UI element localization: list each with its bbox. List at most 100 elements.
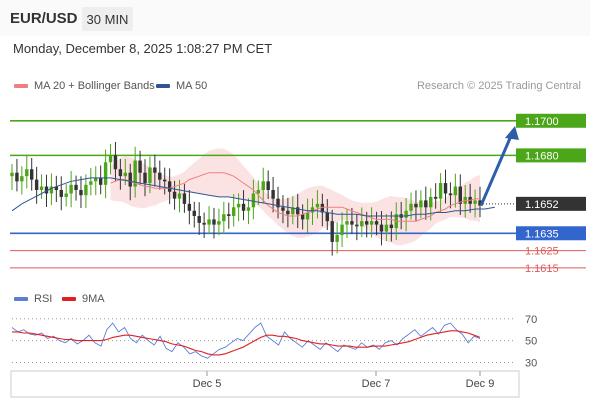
candle-body: [409, 203, 413, 211]
candle-body: [64, 193, 68, 197]
candle-body: [364, 221, 369, 225]
candle-body: [419, 200, 423, 208]
level-box-1.1635: [516, 226, 586, 241]
candle-body: [222, 214, 226, 222]
candle-body: [473, 200, 477, 204]
level-label-1.1680: 1.1680: [525, 150, 559, 162]
candle-body: [163, 179, 167, 182]
candle-body: [44, 186, 49, 194]
legend-ma50: MA 50: [156, 80, 207, 92]
ma50-line: [11, 177, 495, 217]
candle-body: [478, 200, 482, 206]
candle-body: [325, 212, 329, 222]
rsi-ma-line: [12, 330, 481, 356]
candle-body: [453, 186, 458, 196]
level-label-1.1625: 1.1625: [525, 246, 559, 258]
candle-body: [404, 210, 408, 218]
candle-body: [310, 207, 315, 213]
ma50-swatch: [156, 84, 170, 88]
candle-body: [271, 190, 275, 199]
candle-body: [34, 179, 39, 190]
candle-body: [143, 172, 147, 184]
x-axis-frame: [10, 370, 520, 398]
rsi-swatch: [14, 297, 28, 301]
candle-body: [212, 219, 216, 225]
candle-body: [438, 183, 443, 199]
candle-body: [158, 172, 162, 180]
candle-body: [300, 214, 305, 220]
candle-body: [69, 184, 73, 194]
ma50-label: MA 50: [176, 80, 208, 92]
candle-body: [108, 155, 113, 163]
candle-body: [241, 203, 246, 211]
candle-body: [443, 183, 448, 194]
candle-body: [266, 181, 270, 190]
candle-body: [123, 172, 128, 177]
candle-body: [113, 155, 118, 170]
candle-body: [261, 181, 265, 190]
candle-body: [355, 224, 359, 227]
candle-body: [305, 212, 310, 220]
candle-body: [29, 169, 34, 180]
candle-body: [103, 162, 108, 185]
candle-body: [128, 172, 132, 187]
candle-body: [424, 200, 428, 208]
candle-body: [414, 203, 418, 208]
rsi-line: [11, 322, 481, 359]
level-label-1.1652: 1.1652: [525, 199, 559, 211]
candle-body: [49, 186, 54, 194]
candle-body: [79, 190, 83, 196]
timeframe-button[interactable]: 30 MIN: [82, 7, 133, 31]
candle-body: [167, 181, 172, 192]
ma20-label: MA 20 + Bollinger Bands: [34, 80, 155, 92]
candle-body: [458, 186, 463, 204]
candle-body: [276, 198, 280, 208]
candle-body: [192, 210, 196, 216]
candle-body: [236, 203, 241, 208]
candle-body: [340, 224, 344, 235]
candle-body: [153, 167, 157, 173]
candle-body: [98, 177, 103, 185]
candle-body: [133, 160, 137, 187]
candle-body: [389, 224, 394, 229]
candle-body: [94, 177, 98, 182]
rsi-tick-70: 70: [525, 314, 537, 326]
candle-body: [448, 193, 453, 196]
ma20-swatch: [14, 84, 28, 88]
candle-body: [197, 215, 201, 223]
candle-body: [15, 172, 19, 182]
candle-body: [177, 193, 182, 199]
candle-body: [118, 169, 123, 177]
rsi-ma-swatch: [62, 297, 76, 301]
candle-body: [350, 221, 354, 225]
candle-body: [384, 224, 389, 232]
candle-body: [39, 186, 44, 190]
credit-label: Research © 2025 Trading Central: [416, 80, 581, 92]
level-box-1.1700: [516, 113, 586, 128]
candle-body: [360, 221, 364, 227]
candle-body: [10, 172, 14, 177]
datetime-label: Monday, December 8, 2025 1:08:27 PM CET: [13, 41, 273, 56]
candle-body: [246, 207, 251, 211]
candle-body: [138, 160, 142, 173]
candle-body: [182, 193, 187, 204]
candle-body: [433, 196, 438, 199]
candle-body: [256, 190, 261, 194]
candle-body: [20, 176, 24, 182]
current-price-box: [516, 196, 586, 211]
candle-body: [207, 219, 211, 225]
legend-rsi-ma: 9MA: [62, 293, 105, 305]
candle-body: [345, 221, 349, 225]
candle-body: [296, 207, 300, 215]
top-bar: EUR/USD 30 MIN: [0, 0, 590, 36]
rsi-ma-label: 9MA: [82, 293, 105, 305]
candle-body: [74, 184, 78, 190]
level-label-1.1635: 1.1635: [525, 228, 559, 240]
candle-body: [330, 221, 334, 242]
level-box-1.1680: [516, 148, 586, 163]
candle-body: [286, 210, 290, 215]
forecast-arrow-head: [505, 125, 519, 140]
candle-body: [59, 190, 63, 197]
candle-body: [54, 186, 59, 190]
